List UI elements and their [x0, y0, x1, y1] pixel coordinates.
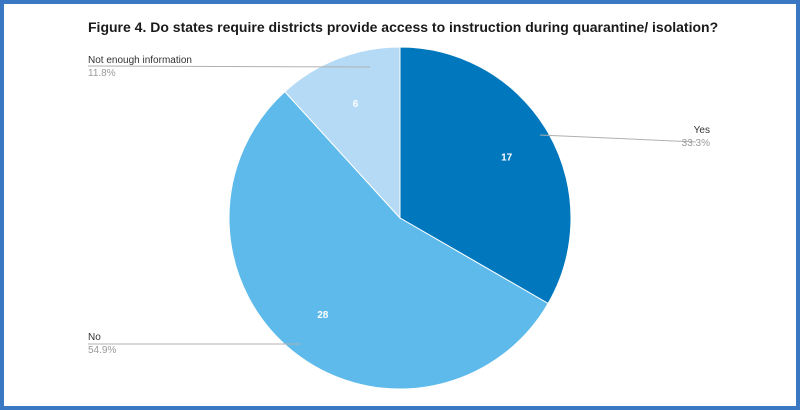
- pie-slice-yes: [399, 46, 572, 305]
- slice-percent-label-no: 54.9%: [88, 345, 116, 356]
- leader-line-yes: [539, 134, 697, 143]
- slice-value-label-not-enough-information: 6: [353, 99, 359, 110]
- slice-value-label-no: 28: [317, 310, 329, 321]
- chart-title: Figure 4. Do states require districts pr…: [88, 19, 719, 35]
- slice-name-label-yes: Yes: [694, 125, 710, 136]
- slice-percent-label-yes: 33.3%: [682, 138, 710, 149]
- slice-name-label-no: No: [88, 332, 101, 343]
- slice-value-label-yes: 17: [501, 152, 513, 163]
- pie-slice-no: [228, 90, 549, 390]
- slice-name-label-not-enough-information: Not enough information: [88, 55, 192, 66]
- pie-slice-not-enough-information: [284, 46, 401, 220]
- slice-percent-label-not-enough-information: 11.8%: [88, 68, 116, 79]
- leader-line-not-enough-information: [87, 65, 371, 68]
